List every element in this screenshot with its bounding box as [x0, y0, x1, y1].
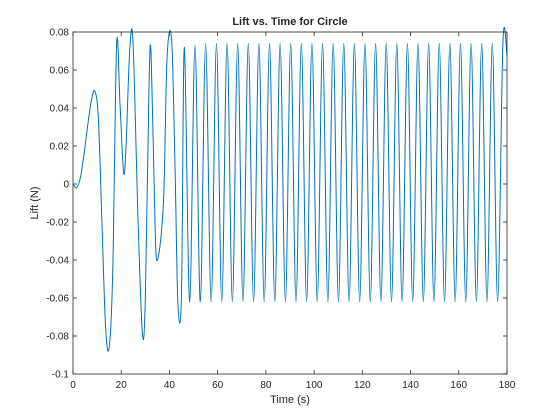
lift-series-line [72, 26, 508, 352]
y-tick-label: 0.08 [50, 28, 70, 39]
y-tick-label: -0.06 [46, 294, 69, 305]
x-tick-label: 40 [164, 380, 176, 391]
y-axis-ticks: -0.1 -0.08 -0.06 -0.04 -0.02 0 0.02 0.04 0.06 0.0… [46, 28, 507, 381]
y-tick-label: -0.1 [52, 370, 70, 381]
x-tick-label: 60 [212, 380, 224, 391]
x-tick-label: 100 [306, 380, 323, 391]
chart-title: Lift vs. Time for Circle [232, 16, 347, 28]
x-axis-ticks: 0 20 40 60 80 100 120 140 160 180 [70, 32, 516, 391]
y-tick-label: 0.04 [50, 104, 70, 115]
y-tick-label: -0.02 [46, 218, 69, 229]
y-tick-label: 0.06 [50, 66, 70, 77]
x-tick-label: 120 [354, 380, 371, 391]
x-tick-label: 160 [450, 380, 467, 391]
y-tick-label: -0.08 [46, 332, 69, 343]
x-tick-label: 80 [260, 380, 272, 391]
x-tick-label: 20 [116, 380, 128, 391]
y-tick-label: -0.04 [46, 256, 69, 267]
y-tick-label: 0 [63, 180, 69, 191]
y-tick-label: 0.02 [50, 142, 70, 153]
x-tick-label: 180 [499, 380, 516, 391]
y-axis-label: Lift (N) [29, 187, 41, 220]
x-tick-label: 0 [70, 380, 76, 391]
axes-box [72, 31, 508, 375]
x-axis-label: Time (s) [270, 394, 310, 406]
plot-area [73, 32, 507, 374]
x-tick-label: 140 [402, 380, 419, 391]
